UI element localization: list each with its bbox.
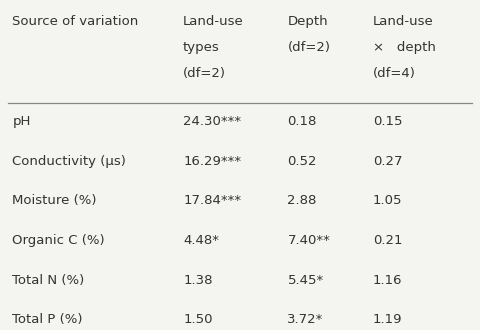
Text: Land-use: Land-use [373,16,433,28]
Text: 16.29***: 16.29*** [183,155,241,168]
Text: 1.16: 1.16 [373,274,402,286]
Text: Total N (%): Total N (%) [12,274,84,286]
Text: (df=2): (df=2) [183,67,226,80]
Text: Total P (%): Total P (%) [12,313,83,326]
Text: (df=2): (df=2) [288,41,330,54]
Text: 0.27: 0.27 [373,155,402,168]
Text: ×   depth: × depth [373,41,436,54]
Text: 2.88: 2.88 [288,194,317,208]
Text: 1.05: 1.05 [373,194,402,208]
Text: 1.19: 1.19 [373,313,402,326]
Text: 7.40**: 7.40** [288,234,330,247]
Text: Moisture (%): Moisture (%) [12,194,97,208]
Text: 24.30***: 24.30*** [183,115,241,128]
Text: 17.84***: 17.84*** [183,194,241,208]
Text: 0.15: 0.15 [373,115,402,128]
Text: types: types [183,41,220,54]
Text: 0.52: 0.52 [288,155,317,168]
Text: Source of variation: Source of variation [12,16,139,28]
Text: 0.21: 0.21 [373,234,402,247]
Text: 1.38: 1.38 [183,274,213,286]
Text: 1.50: 1.50 [183,313,213,326]
Text: pH: pH [12,115,31,128]
Text: 0.18: 0.18 [288,115,317,128]
Text: 5.45*: 5.45* [288,274,324,286]
Text: Organic C (%): Organic C (%) [12,234,105,247]
Text: Depth: Depth [288,16,328,28]
Text: 3.72*: 3.72* [288,313,324,326]
Text: Conductivity (μs): Conductivity (μs) [12,155,126,168]
Text: Land-use: Land-use [183,16,244,28]
Text: 4.48*: 4.48* [183,234,219,247]
Text: (df=4): (df=4) [373,67,416,80]
